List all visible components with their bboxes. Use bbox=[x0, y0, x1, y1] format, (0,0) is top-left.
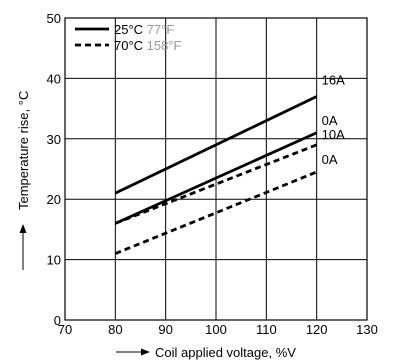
legend-f-1: 158°F bbox=[147, 38, 182, 53]
series-label-1: 0A bbox=[322, 113, 338, 128]
x-axis-arrow-head bbox=[141, 348, 150, 356]
y-tick-label-0: 0 bbox=[54, 313, 61, 328]
legend: 25°C 77°F 70°C 158°F bbox=[75, 22, 182, 53]
series-label-3: 0A bbox=[322, 152, 338, 167]
y-tick-label-5: 50 bbox=[47, 11, 61, 26]
legend-label-70c: 70°C 158°F bbox=[114, 38, 182, 53]
y-axis-title: Temperature rise, °C bbox=[16, 91, 31, 210]
y-tick-label-1: 10 bbox=[47, 253, 61, 268]
y-tick-labels: 0 10 20 30 40 50 bbox=[47, 11, 61, 328]
legend-label-25c: 25°C 77°F bbox=[114, 22, 174, 37]
legend-c-1: 70°C bbox=[114, 38, 143, 53]
series-line-1 bbox=[114, 131, 318, 225]
y-axis-arrow-head bbox=[19, 224, 27, 233]
plot-frame bbox=[64, 17, 368, 321]
x-tick-label-0: 70 bbox=[58, 322, 72, 337]
y-axis: Temperature rise, °C bbox=[16, 91, 31, 270]
legend-c-0: 25°C bbox=[114, 22, 143, 37]
series-layer bbox=[114, 95, 318, 255]
grid bbox=[65, 18, 367, 320]
x-tick-label-2: 90 bbox=[158, 322, 172, 337]
x-tick-label-3: 100 bbox=[205, 322, 227, 337]
x-tick-labels: 70 80 90 100 110 120 130 bbox=[58, 322, 378, 337]
x-tick-label-1: 80 bbox=[108, 322, 122, 337]
series-label-2: 10A bbox=[322, 127, 345, 142]
y-tick-label-3: 30 bbox=[47, 132, 61, 147]
x-axis: Coil applied voltage, %V bbox=[116, 345, 296, 360]
series-line-2 bbox=[114, 143, 318, 225]
series-line-0 bbox=[114, 95, 318, 195]
x-tick-label-6: 130 bbox=[356, 322, 378, 337]
series-line-3 bbox=[114, 170, 318, 255]
y-tick-label-2: 20 bbox=[47, 192, 61, 207]
y-tick-label-4: 40 bbox=[47, 71, 61, 86]
series-label-0: 16A bbox=[322, 73, 345, 88]
x-tick-label-5: 120 bbox=[306, 322, 328, 337]
legend-f-0: 77°F bbox=[147, 22, 175, 37]
x-tick-label-4: 110 bbox=[256, 322, 277, 337]
x-axis-title: Coil applied voltage, %V bbox=[155, 345, 296, 360]
